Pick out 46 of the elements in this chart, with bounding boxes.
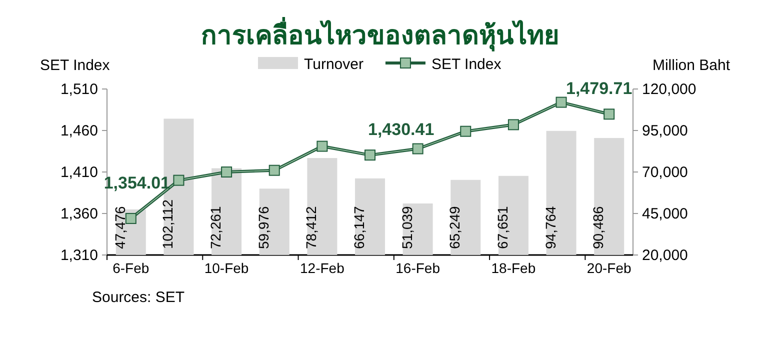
y2-tick-label: 20,000 (642, 247, 688, 264)
y2-tick-label: 45,000 (642, 206, 688, 222)
x-tick-label: 16-Feb (396, 260, 440, 276)
source-note: Sources: SET (92, 289, 185, 306)
data-label: 78,412 (303, 206, 320, 249)
y-tick-label: 1,410 (60, 164, 98, 181)
point (364, 150, 376, 161)
x-tick-label: 12-Feb (300, 260, 345, 276)
legend-label: SET Index (431, 56, 502, 73)
x-tick-label: 10-Feb (204, 260, 249, 276)
point (604, 108, 615, 120)
data-label: 66,147 (351, 206, 367, 249)
data-label: 51,039 (398, 206, 415, 249)
point (173, 174, 184, 186)
data-label: 72,261 (208, 206, 224, 249)
data-label: 90,486 (590, 206, 606, 249)
chart-title: การเคลื่อนไหวของตลาดหุ้นไทย (201, 16, 559, 52)
point (460, 126, 472, 137)
data-label: 102,112 (160, 199, 176, 249)
y-axis-title: SET Index (40, 57, 110, 74)
data-label: 1,354.01 (104, 173, 170, 192)
data-label: 47,476 (112, 206, 128, 249)
point (508, 119, 519, 130)
y2-axis-title: Million Baht (652, 57, 731, 74)
y2-tick-label: 95,000 (642, 122, 688, 140)
x-tick-label: 6-Feb (112, 260, 150, 276)
y2-tick-label: 120,000 (642, 81, 696, 98)
y2-tick-label: 70,000 (642, 164, 688, 181)
point (268, 164, 280, 176)
point (412, 143, 424, 154)
data-label: 94,764 (542, 206, 558, 249)
point (316, 140, 328, 152)
data-label: 59,976 (255, 206, 272, 249)
point (556, 96, 567, 108)
y-tick-label: 1,310 (60, 247, 98, 264)
data-label: 67,651 (494, 206, 510, 249)
y-tick-label: 1,460 (60, 122, 98, 140)
data-label: 1,430.41 (368, 120, 434, 140)
point (221, 166, 232, 178)
y-tick-label: 1,360 (60, 206, 98, 222)
data-label: 65,249 (446, 206, 463, 249)
x-tick-label: 20-Feb (586, 260, 632, 276)
legend-label: Turnover (304, 56, 364, 73)
y-tick-label: 1,510 (60, 81, 98, 98)
x-tick-label: 18-Feb (491, 260, 536, 276)
data-label: 1,479.71 (566, 79, 632, 98)
